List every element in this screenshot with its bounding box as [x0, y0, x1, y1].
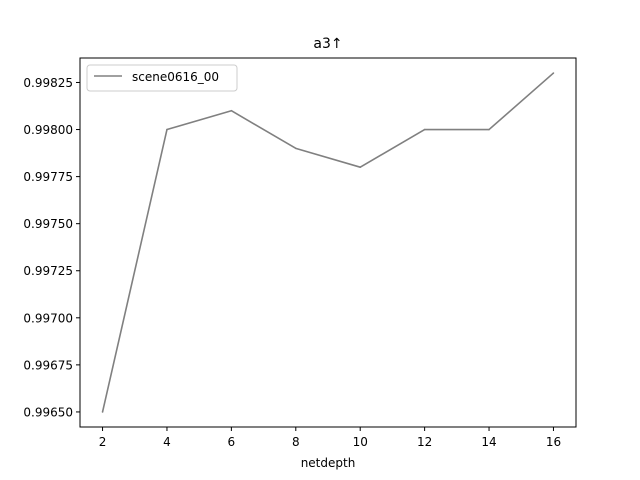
data-point: [488, 128, 490, 131]
y-tick-label: 0.99650: [23, 405, 73, 419]
y-tick-label: 0.99700: [23, 311, 73, 325]
x-tick-label: 16: [546, 435, 561, 449]
legend-label: scene0616_00: [132, 70, 219, 84]
data-point: [423, 128, 426, 131]
legend: scene0616_00: [86, 64, 238, 92]
y-tick-label: 0.99675: [23, 358, 73, 372]
x-tick-label: 2: [99, 435, 107, 449]
data-point: [166, 128, 168, 131]
y-tick-label: 0.99775: [23, 170, 73, 184]
data-point: [230, 109, 233, 112]
data-point: [552, 72, 555, 74]
series-line: [101, 72, 554, 413]
y-tick-label: 0.99750: [23, 217, 73, 231]
plot-frame: [79, 57, 577, 428]
series-layer: [101, 72, 555, 413]
data-point: [101, 411, 104, 413]
x-tick-label: 4: [163, 435, 171, 449]
y-tick-label: 0.99725: [23, 264, 73, 278]
y-tick-label: 0.99800: [23, 123, 73, 137]
y-axis: 0.99650 0.99675 0.99700 0.99725 0.99750 0.997…: [23, 76, 80, 419]
x-tick-label: 14: [481, 435, 496, 449]
x-tick-label: 6: [228, 435, 236, 449]
y-tick-label: 0.99825: [23, 76, 73, 90]
data-point: [359, 166, 362, 168]
x-tick-label: 12: [417, 435, 432, 449]
x-tick-label: 10: [353, 435, 368, 449]
legend-box: [86, 64, 238, 92]
x-axis-label: netdepth: [301, 456, 356, 470]
x-axis: 2 4 6 8 10 12 14 16: [99, 427, 561, 449]
data-point: [294, 147, 297, 150]
chart-title: a3↑: [313, 36, 342, 52]
x-tick-label: 8: [292, 435, 300, 449]
